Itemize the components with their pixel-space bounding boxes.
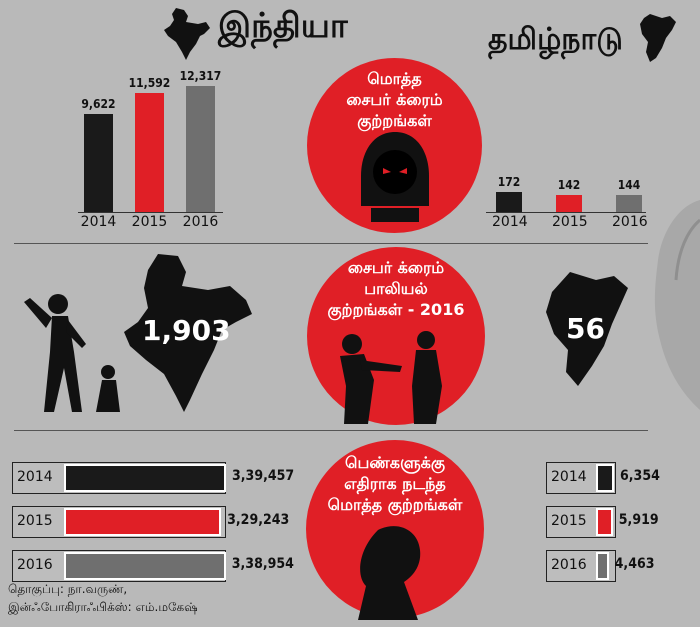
bar-tn-2015 — [556, 195, 582, 212]
hbar-value-label: 6,354 — [620, 468, 660, 484]
tn-bars-baseline — [486, 212, 646, 213]
india-map-icon — [164, 8, 210, 60]
hbar-india-2016 — [64, 552, 226, 580]
bar-year-label: 2015 — [131, 214, 168, 230]
bar-tn-2014 — [496, 192, 522, 212]
bar-year-label: 2016 — [182, 214, 219, 230]
india-title: இந்தியா — [218, 6, 348, 46]
section-divider-bottom — [14, 430, 648, 431]
bar-year-label: 2014 — [492, 214, 528, 230]
bar-value-label: 9,622 — [81, 96, 116, 111]
hacker-icon — [361, 132, 429, 222]
bar-tn-2016 — [616, 195, 642, 212]
bar-india-2016 — [186, 86, 215, 212]
assault-silhouette-icon — [24, 294, 120, 412]
hbar-tn-2014 — [596, 464, 614, 492]
hbar-value-label: 5,919 — [618, 512, 659, 528]
tn-sexual-crimes-value: 56 — [566, 312, 605, 345]
bar-india-2015 — [135, 93, 164, 212]
india-bars-baseline — [78, 212, 223, 213]
bar-year-label: 2015 — [552, 214, 588, 230]
women-crimes-label: பெண்களுக்கு எதிராக நடந்த மொத்த குற்றங்கள… — [327, 453, 463, 514]
bar-value-label: 142 — [557, 178, 581, 193]
bar-value-label: 172 — [497, 175, 521, 189]
hbar-value-label: 3,38,954 — [231, 556, 294, 572]
hand-illustration — [654, 200, 700, 410]
hbar-india-2014 — [64, 464, 226, 492]
credit-infographics: இன்ஃபோகிராஃபிக்ஸ்: எம்.மகேஷ் — [8, 600, 198, 614]
bar-value-label: 12,317 — [179, 69, 222, 83]
bar-value-label: 144 — [617, 178, 641, 193]
hbar-india-2015 — [64, 508, 222, 536]
bar-year-label: 2016 — [612, 214, 648, 230]
bar-india-2014 — [84, 113, 113, 212]
section-divider-top — [14, 243, 648, 244]
hbar-value-label: 3,39,457 — [232, 468, 295, 484]
india-sexual-crimes-value: 1,903 — [142, 314, 231, 347]
hbar-value-label: 3,29,243 — [227, 512, 290, 528]
bar-value-label: 11,592 — [128, 76, 171, 91]
sexual-cyber-crime-circle — [307, 247, 485, 425]
tamil-nadu-map-large — [546, 272, 628, 386]
hbar-tn-2016 — [596, 552, 609, 580]
hbar-tn-2015 — [596, 508, 613, 536]
harassment-silhouette-icon — [340, 331, 442, 424]
hbar-value-label: 4,463 — [614, 556, 655, 572]
india-map-large — [124, 254, 252, 412]
tamil-nadu-map-icon — [640, 14, 676, 62]
distressed-woman-icon — [358, 526, 421, 620]
sexual-cyber-crime-label: சைபர் க்ரைம் பாலியல் குற்றங்கள் - 2016 — [327, 258, 465, 319]
tamil-nadu-title: தமிழ்நாடு — [488, 22, 623, 57]
total-cyber-crime-label: மொத்த சைபர் க்ரைம் குற்றங்கள் — [346, 69, 443, 130]
credit-compiled-by: தொகுப்பு: நா.வருண், — [8, 582, 128, 596]
bar-year-label: 2014 — [80, 214, 117, 230]
